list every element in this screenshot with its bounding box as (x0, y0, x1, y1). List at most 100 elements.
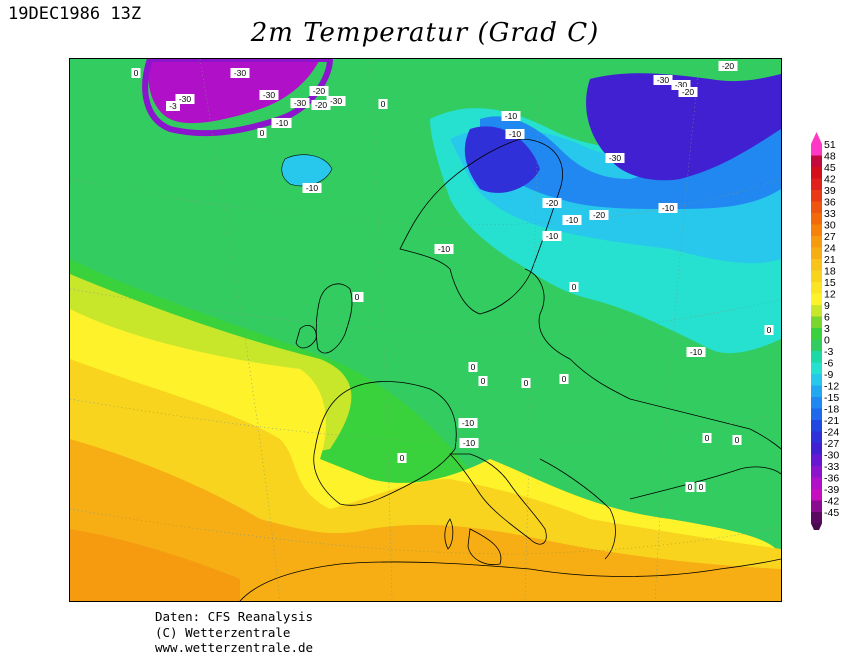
contour-label-bg (272, 118, 292, 128)
contour-label-bg (309, 86, 329, 96)
legend-tick-label: 12 (824, 289, 836, 301)
contour-label: 0 (562, 374, 567, 384)
contour-label-bg (352, 292, 362, 302)
contour-label: -10 (662, 203, 675, 213)
legend-swatch (811, 236, 822, 248)
contour-label: -3 (169, 101, 177, 111)
contour-label-bg (562, 215, 582, 225)
contour-label: -10 (462, 418, 475, 428)
legend-swatch (811, 178, 822, 190)
contour-label: -30 (609, 153, 622, 163)
contour-label-bg (658, 203, 678, 213)
legend-swatch (811, 454, 822, 466)
contour-label: 0 (688, 482, 693, 492)
legend-swatch (811, 512, 822, 524)
contour-label: -20 (546, 198, 559, 208)
contour-label-bg (458, 418, 478, 428)
legend-swatch (811, 374, 822, 386)
contour-label-bg (685, 482, 695, 492)
contour-label: 0 (400, 453, 405, 463)
greenland-cold (148, 59, 320, 124)
contour-label-bg (702, 433, 712, 443)
legend-swatch (811, 213, 822, 225)
contour-label-bg (521, 378, 531, 388)
contour-label-bg (764, 325, 774, 335)
legend-tick-label: 51 (824, 139, 836, 151)
contour-label-bg (459, 438, 479, 448)
legend-tick-label: 33 (824, 208, 836, 220)
legend-tick-label: -6 (824, 358, 833, 370)
contour-label: 0 (355, 292, 360, 302)
contour-label: -30 (179, 94, 192, 104)
legend-swatch (811, 259, 822, 271)
contour-label: 0 (381, 99, 386, 109)
legend-swatch (811, 339, 822, 351)
contour-label: -10 (306, 183, 319, 193)
legend-swatch (811, 466, 822, 478)
contour-label: 0 (705, 433, 710, 443)
contour-label-bg (259, 90, 279, 100)
contour-label-bg (230, 68, 250, 78)
contour-label: -30 (330, 96, 343, 106)
legend-swatch (811, 443, 822, 455)
contour-label: -30 (657, 75, 670, 85)
legend-tick-label: -27 (824, 438, 839, 450)
contour-label: -10 (505, 111, 518, 121)
contour-label: -20 (315, 100, 328, 110)
legend-tick-label: -36 (824, 473, 839, 485)
contour-label-bg (131, 68, 141, 78)
contour-label: -30 (675, 80, 688, 90)
legend-tick-label: -9 (824, 369, 833, 381)
legend-swatch (811, 477, 822, 489)
deep-orange-zone (70, 439, 781, 601)
contour-label-bg (678, 87, 698, 97)
contour-label-bg (434, 244, 454, 254)
legend-swatch (811, 431, 822, 443)
contour-label: -20 (722, 61, 735, 71)
legend-tick-label: 45 (824, 162, 836, 174)
contour-label-bg (326, 96, 346, 106)
contour-label: 0 (572, 282, 577, 292)
contour-label: 0 (471, 362, 476, 372)
contour-label-bg (569, 282, 579, 292)
legend-arrow-bottom (811, 523, 822, 536)
contour-label-bg (501, 111, 521, 121)
contour-label-bg (542, 198, 562, 208)
legend-tick-label: -3 (824, 346, 833, 358)
contour-label: -30 (294, 98, 307, 108)
legend-swatch (811, 397, 822, 409)
contour-label-bg (653, 75, 673, 85)
legend-swatch (811, 316, 822, 328)
legend-swatch (811, 293, 822, 305)
legend-swatch (811, 282, 822, 294)
contour-label: 0 (699, 482, 704, 492)
contour-label-bg (696, 482, 706, 492)
legend-swatch (811, 224, 822, 236)
website-link[interactable]: www.wetterzentrale.de (155, 640, 314, 655)
legend-swatch (811, 201, 822, 213)
legend-swatch (811, 408, 822, 420)
north-cape-cold (464, 126, 540, 193)
legend-tick-label: 36 (824, 197, 836, 209)
contour-label: 0 (481, 376, 486, 386)
legend-swatch (811, 500, 822, 512)
legend-swatch (811, 489, 822, 501)
contour-label-bg (589, 210, 609, 220)
contour-label-bg (505, 129, 525, 139)
blue-cold-core (480, 99, 781, 209)
legend-swatch (811, 270, 822, 282)
temperature-map[interactable]: 0-3-30-30-30-30-20-20-1000-10-10-10-30-2… (69, 58, 782, 602)
data-source: Daten: CFS Reanalysis (155, 609, 314, 624)
legend-tick-label: 21 (824, 254, 836, 266)
legend-swatch (811, 247, 822, 259)
legend-swatch (811, 167, 822, 179)
legend-tick-label: -39 (824, 484, 839, 496)
contour-label-bg (378, 99, 388, 109)
timestamp: 19DEC1986 13Z (8, 4, 142, 24)
contour-label: 0 (735, 435, 740, 445)
contour-label: -10 (690, 347, 703, 357)
legend-swatch (811, 328, 822, 340)
contour-label: 0 (134, 68, 139, 78)
legend-swatch (811, 305, 822, 317)
legend-tick-label: 0 (824, 335, 830, 347)
